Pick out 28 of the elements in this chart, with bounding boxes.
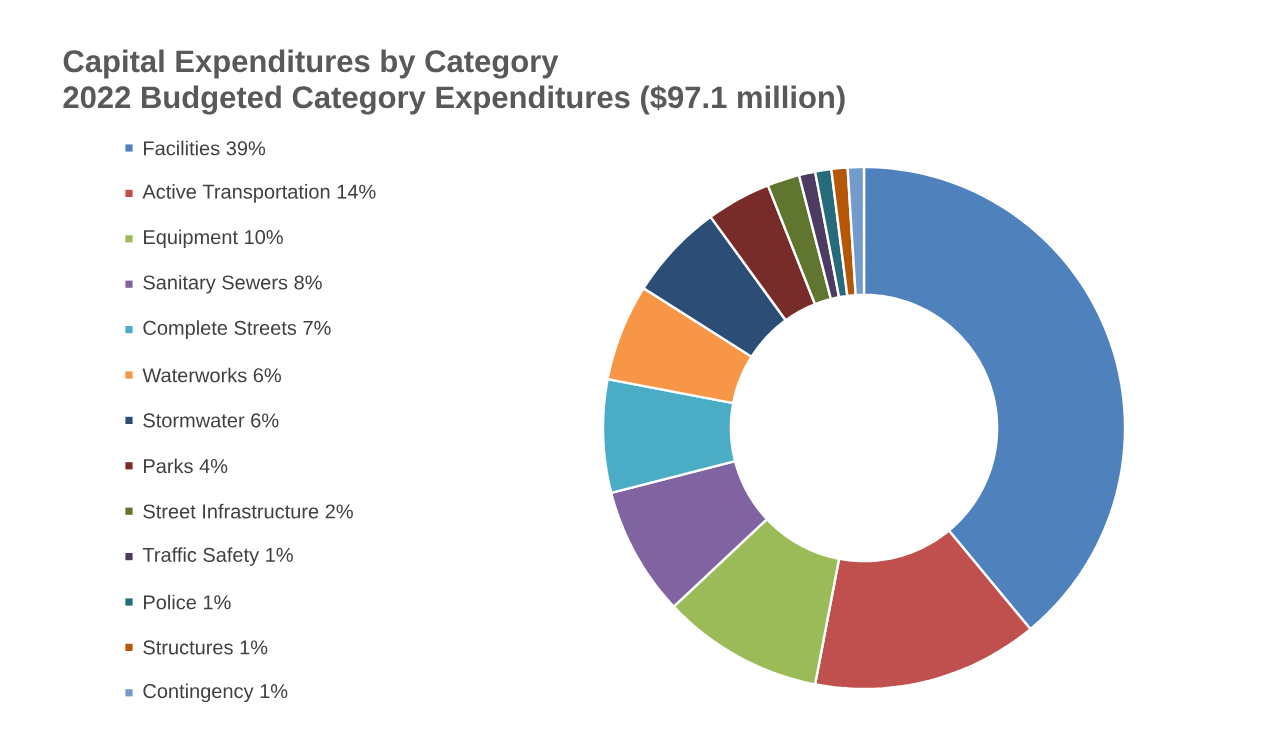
legend-label: Stormwater	[143, 413, 245, 428]
legend-label: Parks	[144, 458, 193, 474]
data-label: 14%	[337, 184, 376, 199]
legend-label: Street Infrastructure	[143, 503, 319, 519]
data-label: 2%	[325, 504, 353, 519]
chart-subtitle: 2022 Budgeted Category Expenditures ($97.1 million)	[63, 85, 845, 115]
data-label: 1%	[260, 684, 288, 699]
legend-label: Equipment	[144, 229, 238, 249]
data-label: 39%	[226, 141, 266, 156]
legend-label: Contingency	[143, 683, 254, 703]
data-label: 1%	[240, 640, 268, 655]
data-label: 10%	[245, 230, 283, 245]
data-label: 8%	[294, 275, 322, 290]
legend-label: Complete Streets	[143, 320, 297, 339]
data-label: 4%	[199, 459, 228, 474]
data-label: 6%	[251, 413, 279, 428]
chart-title: Capital Expenditures by Category	[63, 49, 559, 79]
data-label: 1%	[266, 547, 293, 562]
data-label: 6%	[253, 368, 281, 383]
legend-label: Police	[144, 594, 196, 610]
legend-label: Active Transportation	[142, 184, 330, 203]
data-label: 7%	[303, 320, 331, 335]
legend-label: Structures	[143, 640, 233, 655]
legend-label: Sanitary Sewers	[143, 274, 288, 294]
legend-label: Waterworks	[142, 367, 247, 383]
legend-label: Facilities	[144, 140, 220, 156]
legend-label: Traffic Safety	[142, 547, 260, 566]
data-label: 1%	[203, 595, 231, 610]
